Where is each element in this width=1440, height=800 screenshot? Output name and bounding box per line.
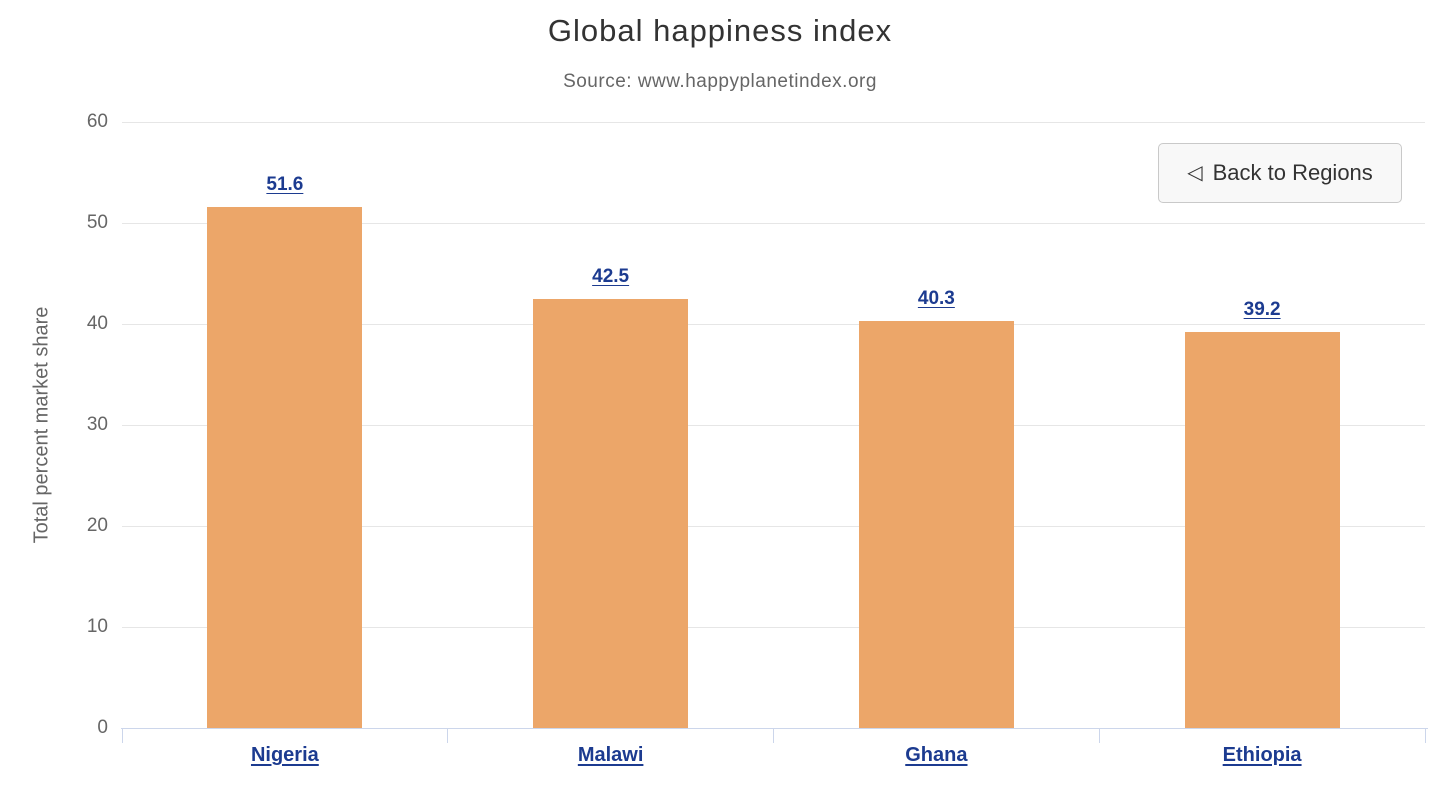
bar-ghana[interactable] bbox=[858, 320, 1014, 728]
chart-subtitle: Source: www.happyplanetindex.org bbox=[563, 71, 877, 92]
back-to-regions-button[interactable]: ◁ Back to Regions bbox=[1158, 143, 1402, 203]
category-label-malawi[interactable]: Malawi bbox=[577, 744, 644, 766]
y-axis-label-0: 0 bbox=[97, 717, 108, 738]
bar-malawi[interactable] bbox=[533, 298, 689, 728]
back-arrow-icon: ◁ bbox=[1187, 162, 1203, 184]
bar-value-label-nigeria[interactable]: 51.6 bbox=[266, 173, 304, 195]
gridline-60 bbox=[122, 122, 1425, 123]
bar-ethiopia[interactable] bbox=[1184, 332, 1340, 728]
x-axis-tick bbox=[1424, 729, 1426, 743]
x-axis-tick bbox=[447, 729, 449, 743]
bar-nigeria[interactable] bbox=[207, 206, 363, 728]
y-axis-label-10: 10 bbox=[86, 616, 108, 637]
y-axis-label-50: 50 bbox=[86, 212, 108, 233]
back-button-label: Back to Regions bbox=[1212, 160, 1373, 185]
y-axis-label-40: 40 bbox=[86, 313, 108, 334]
x-axis-tick bbox=[121, 729, 123, 743]
y-axis-label-30: 30 bbox=[86, 414, 108, 435]
gridline-20 bbox=[122, 526, 1425, 527]
chart-title: Global happiness index bbox=[547, 13, 893, 48]
gridline-40 bbox=[122, 324, 1425, 325]
gridline-30 bbox=[122, 425, 1425, 426]
y-axis-label-20: 20 bbox=[86, 515, 108, 536]
bar-value-label-ghana[interactable]: 40.3 bbox=[917, 287, 955, 309]
y-axis-label-60: 60 bbox=[86, 111, 108, 132]
bar-value-label-malawi[interactable]: 42.5 bbox=[592, 265, 630, 287]
gridline-10 bbox=[122, 627, 1425, 628]
plot-area: 0 10 20 30 40 50 60 51.6 Nigeria 42.5 Malawi 40.3 Gh… bbox=[87, 111, 1428, 766]
category-label-nigeria[interactable]: Nigeria bbox=[250, 744, 319, 766]
gridline-50 bbox=[122, 223, 1425, 224]
x-axis-tick bbox=[773, 729, 774, 743]
category-label-ghana[interactable]: Ghana bbox=[905, 744, 968, 766]
x-axis-line bbox=[121, 728, 1428, 729]
bar-value-label-ethiopia[interactable]: 39.2 bbox=[1243, 299, 1281, 321]
x-axis-tick bbox=[1098, 729, 1100, 743]
category-label-ethiopia[interactable]: Ethiopia bbox=[1222, 744, 1302, 766]
